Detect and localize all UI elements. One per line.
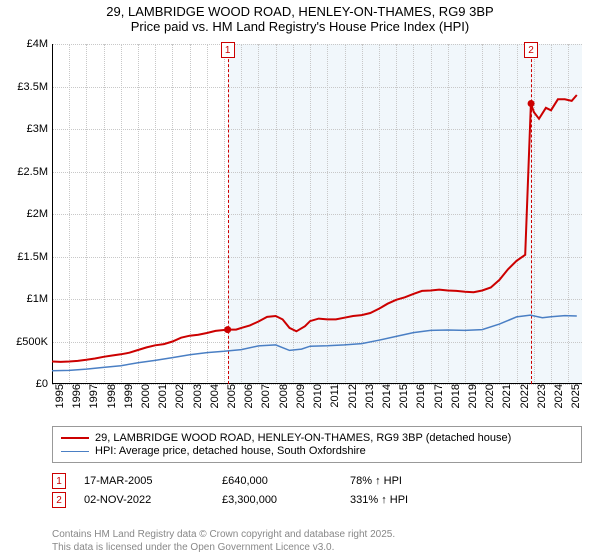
x-tick-label: 2008 — [276, 384, 290, 408]
x-tick-label: 2001 — [155, 384, 169, 408]
x-tick-label: 2014 — [379, 384, 393, 408]
chart-container: 29, LAMBRIDGE WOOD ROAD, HENLEY-ON-THAME… — [0, 0, 600, 560]
sale-price: £640,000 — [222, 475, 332, 487]
legend-swatch — [61, 437, 89, 439]
x-tick-label: 2015 — [396, 384, 410, 408]
x-tick-label: 1999 — [121, 384, 135, 408]
sale-point — [528, 100, 535, 107]
sale-pct: 78% ↑ HPI — [350, 475, 582, 487]
legend-swatch — [61, 451, 89, 452]
y-tick-label: £4M — [27, 38, 52, 50]
x-tick-label: 2011 — [327, 384, 341, 408]
title-block: 29, LAMBRIDGE WOOD ROAD, HENLEY-ON-THAME… — [0, 0, 600, 36]
title-line2: Price paid vs. HM Land Registry's House … — [10, 19, 590, 34]
legend-row: HPI: Average price, detached house, Sout… — [61, 445, 573, 457]
title-line1: 29, LAMBRIDGE WOOD ROAD, HENLEY-ON-THAME… — [10, 4, 590, 19]
x-tick-label: 1995 — [52, 384, 66, 408]
x-tick-label: 1998 — [104, 384, 118, 408]
sale-point — [224, 326, 231, 333]
x-tick-label: 2009 — [293, 384, 307, 408]
x-tick-label: 2018 — [448, 384, 462, 408]
footer-line1: Contains HM Land Registry data © Crown c… — [52, 528, 395, 541]
sale-row: 1 17-MAR-2005 £640,000 78% ↑ HPI — [52, 473, 582, 489]
y-tick-label: £3M — [27, 123, 52, 135]
x-tick-label: 2004 — [207, 384, 221, 408]
x-tick-label: 2024 — [551, 384, 565, 408]
sale-row: 2 02-NOV-2022 £3,300,000 331% ↑ HPI — [52, 492, 582, 508]
sales-table: 1 17-MAR-2005 £640,000 78% ↑ HPI 2 02-NOV-202… — [52, 470, 582, 511]
series-price_paid — [52, 95, 577, 362]
sale-price: £3,300,000 — [222, 494, 332, 506]
x-tick-label: 2019 — [465, 384, 479, 408]
x-tick-label: 2006 — [241, 384, 255, 408]
legend-row: 29, LAMBRIDGE WOOD ROAD, HENLEY-ON-THAME… — [61, 432, 573, 444]
y-tick-label: £2.5M — [17, 166, 52, 178]
x-tick-label: 2020 — [482, 384, 496, 408]
x-tick-label: 2022 — [517, 384, 531, 408]
y-tick-label: £3.5M — [17, 81, 52, 93]
x-tick-label: 2010 — [310, 384, 324, 408]
y-tick-label: £1.5M — [17, 251, 52, 263]
sale-date: 17-MAR-2005 — [84, 475, 204, 487]
x-tick-label: 1997 — [86, 384, 100, 408]
x-tick-label: 2002 — [172, 384, 186, 408]
chart-plot-area: £0£500K£1M£1.5M£2M£2.5M£3M£3.5M£4M199519… — [52, 44, 582, 384]
y-tick-label: £0 — [36, 378, 52, 390]
y-tick-label: £2M — [27, 208, 52, 220]
x-tick-label: 2003 — [190, 384, 204, 408]
x-tick-label: 2017 — [431, 384, 445, 408]
sale-pct: 331% ↑ HPI — [350, 494, 582, 506]
y-tick-label: £500K — [16, 336, 52, 348]
footer-line2: This data is licensed under the Open Gov… — [52, 541, 395, 554]
legend: 29, LAMBRIDGE WOOD ROAD, HENLEY-ON-THAME… — [52, 426, 582, 463]
footer: Contains HM Land Registry data © Crown c… — [52, 528, 395, 554]
x-tick-label: 2016 — [413, 384, 427, 408]
x-tick-label: 2007 — [258, 384, 272, 408]
x-tick-label: 2005 — [224, 384, 238, 408]
x-tick-label: 2021 — [499, 384, 513, 408]
chart-lines — [52, 44, 582, 384]
x-tick-label: 2012 — [345, 384, 359, 408]
sale-date: 02-NOV-2022 — [84, 494, 204, 506]
x-tick-label: 2013 — [362, 384, 376, 408]
x-tick-label: 1996 — [69, 384, 83, 408]
legend-label: HPI: Average price, detached house, Sout… — [95, 445, 366, 457]
x-tick-label: 2023 — [534, 384, 548, 408]
sale-row-marker: 2 — [52, 492, 66, 508]
sale-row-marker: 1 — [52, 473, 66, 489]
legend-label: 29, LAMBRIDGE WOOD ROAD, HENLEY-ON-THAME… — [95, 432, 511, 444]
series-hpi — [52, 315, 577, 371]
y-tick-label: £1M — [27, 293, 52, 305]
x-tick-label: 2025 — [568, 384, 582, 408]
x-tick-label: 2000 — [138, 384, 152, 408]
